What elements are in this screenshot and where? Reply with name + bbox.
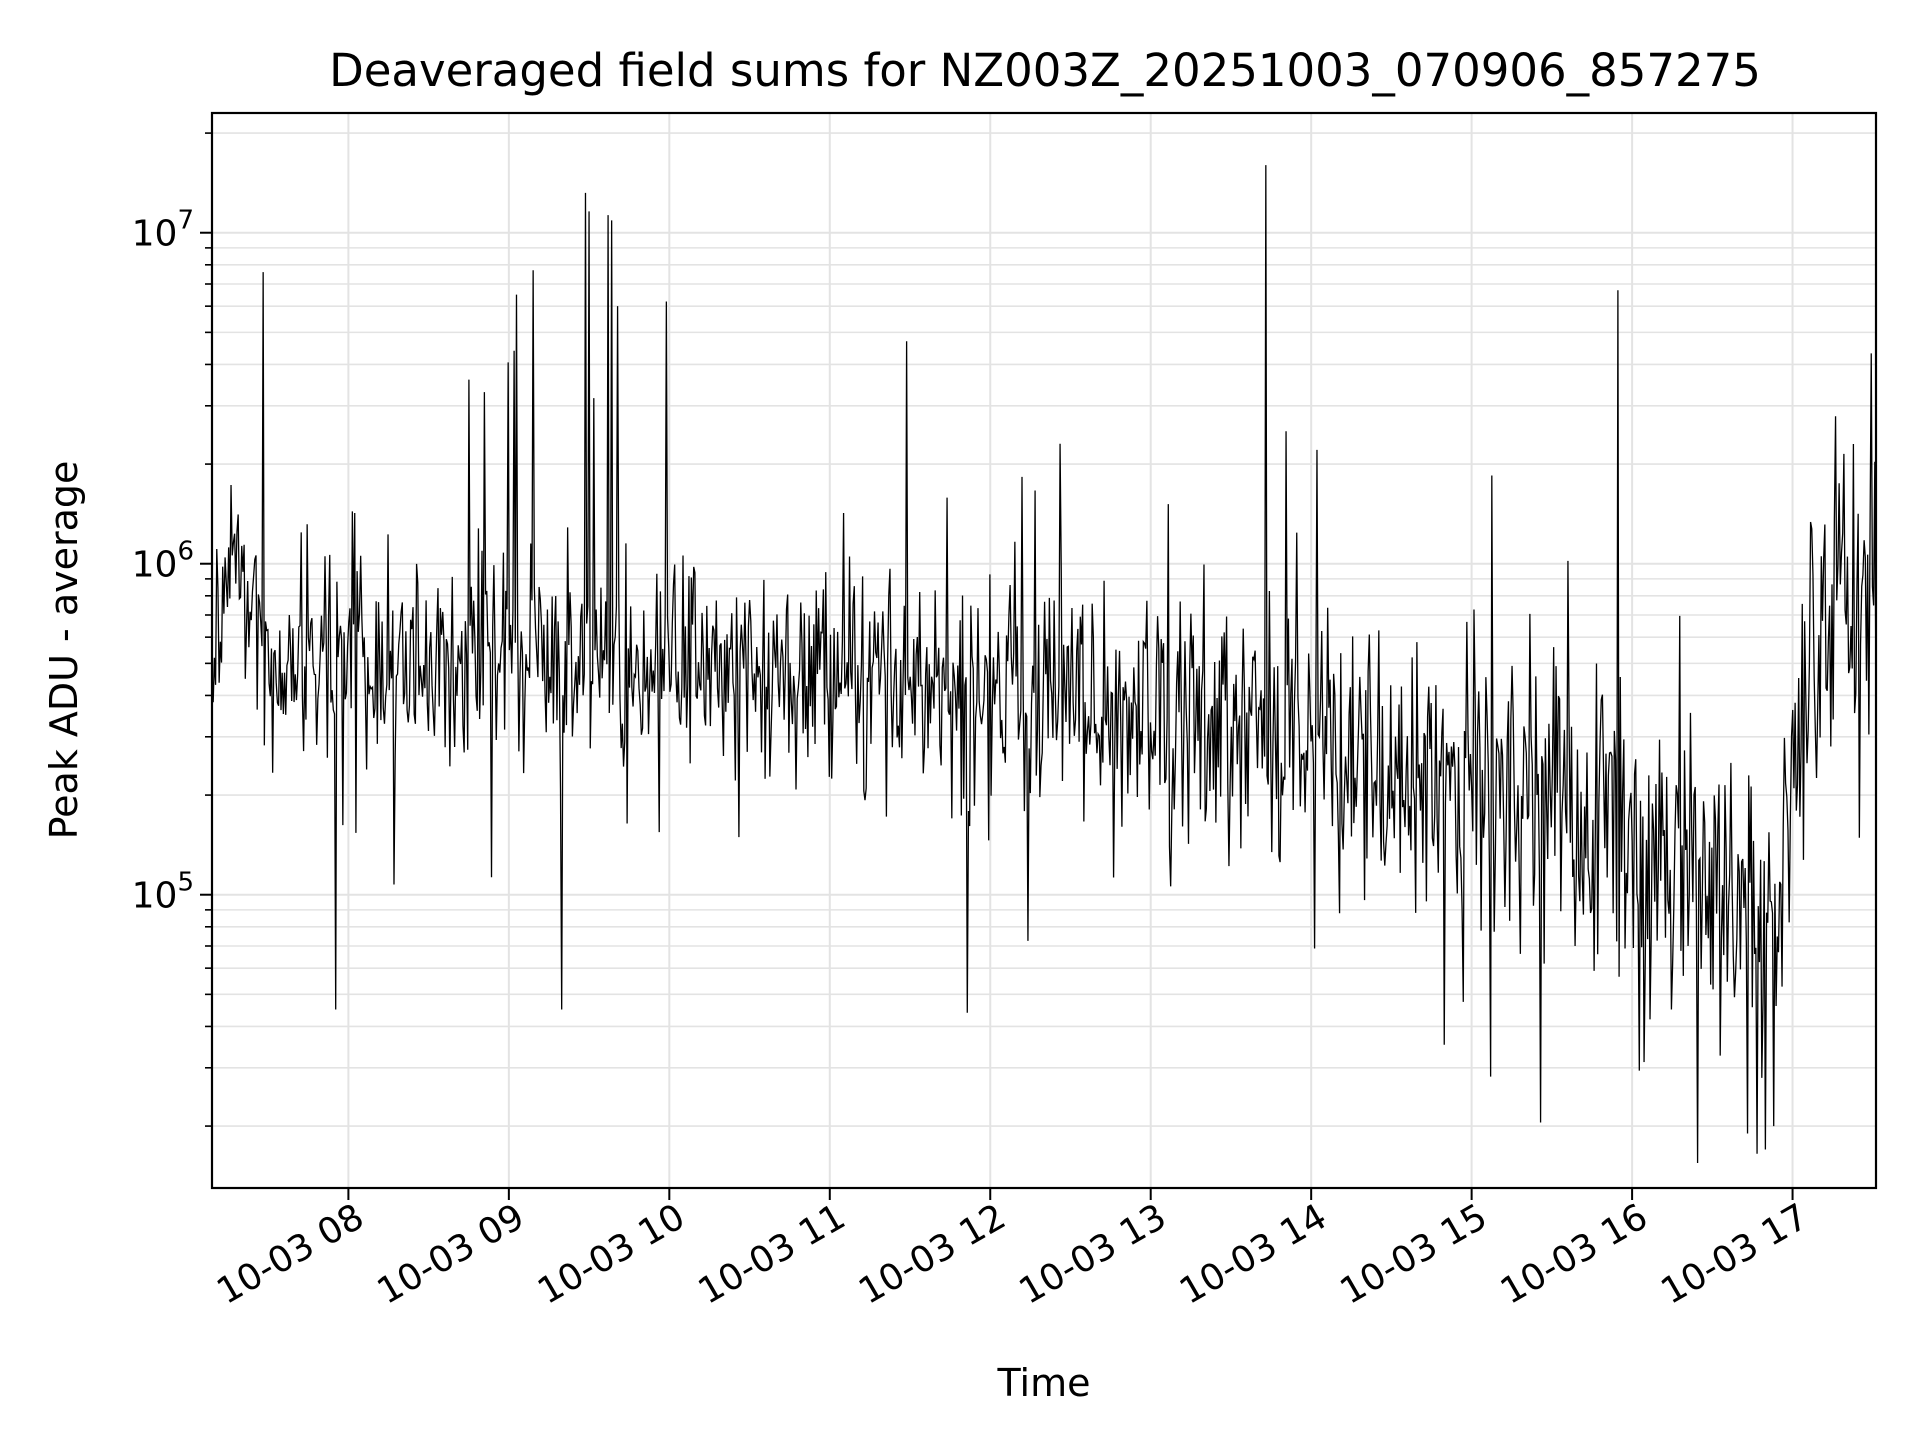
- plot-frame: [210, 111, 1878, 1190]
- x-axis-label: Time: [997, 1361, 1091, 1405]
- y-tick-label: 107: [132, 206, 194, 255]
- series-line: [211, 165, 1877, 1163]
- y-axis-label: Peak ADU - average: [42, 461, 86, 840]
- y-axis: 105 106 107: [132, 132, 212, 1127]
- chart-title: Deaveraged field sums for NZ003Z_2025100…: [329, 44, 1761, 97]
- y-tick-label: 106: [132, 537, 194, 586]
- series-group: [211, 165, 1877, 1163]
- y-tick-label: 105: [132, 868, 194, 917]
